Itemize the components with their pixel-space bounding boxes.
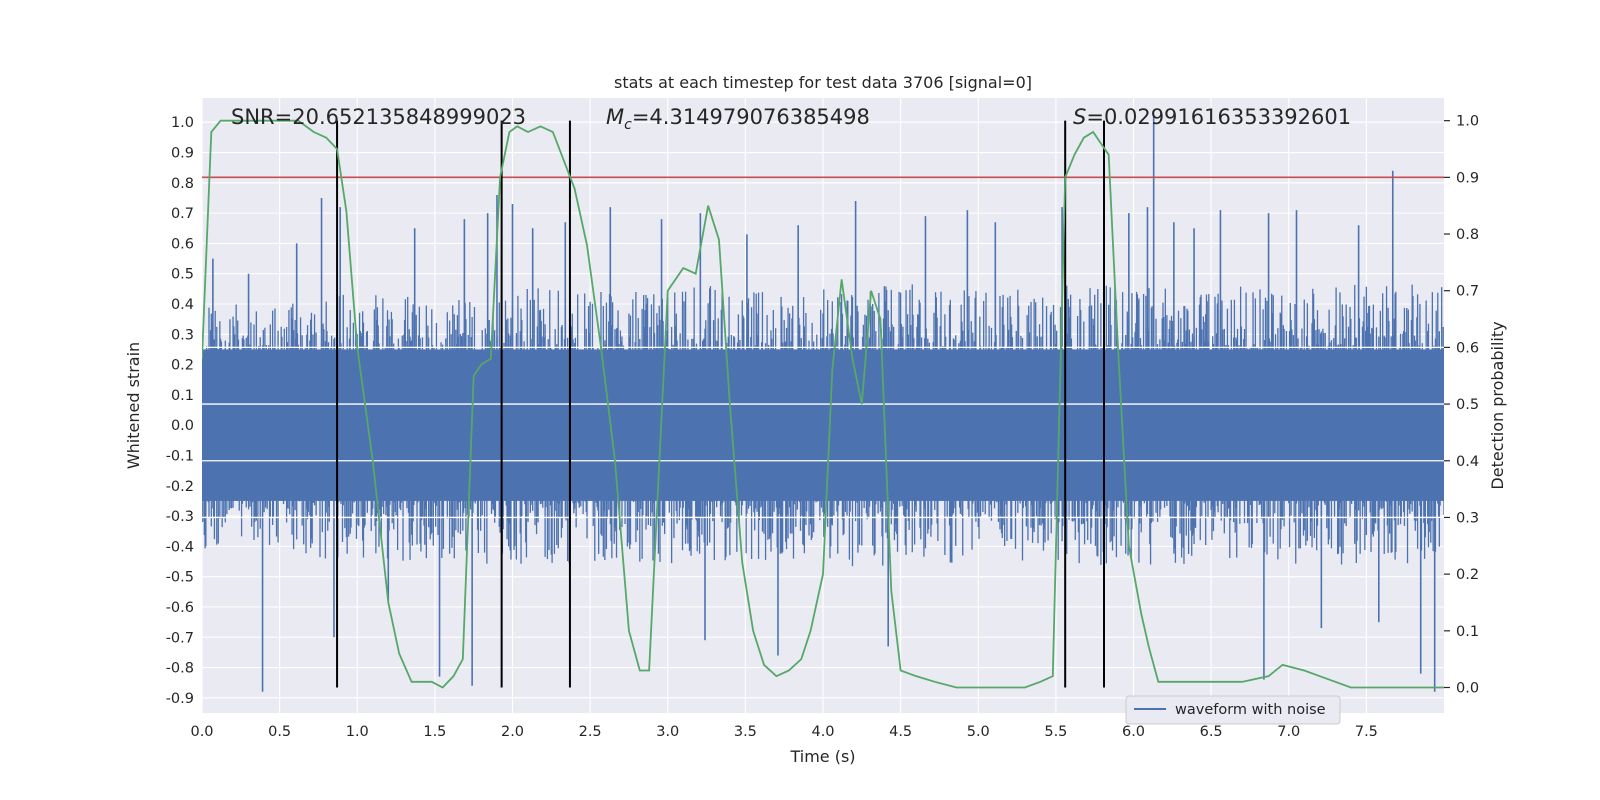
x-tick-label: 3.5 <box>734 724 757 740</box>
y-tick-label: 0.6 <box>171 236 194 252</box>
y2-tick-label: 1.0 <box>1456 114 1479 130</box>
vertical-markers <box>336 120 1106 688</box>
s-value: =0.02991616353392601 <box>1086 105 1351 129</box>
x-tick-label: 4.0 <box>811 724 834 740</box>
x-tick-label: 0.0 <box>190 724 213 740</box>
mc-value: =4.314979076385498 <box>632 105 870 129</box>
x-tick-label: 1.0 <box>346 724 369 740</box>
y-tick-label: 0.2 <box>171 358 194 374</box>
y-tick-label: -0.5 <box>166 570 194 586</box>
s-symbol: S <box>1073 105 1086 129</box>
y-tick-label: 0.1 <box>171 388 194 404</box>
y-tick-label: -0.2 <box>166 479 194 495</box>
chirp-mass-annotation: Mc=4.314979076385498 <box>606 105 870 133</box>
y-tick-label: -0.7 <box>166 630 194 646</box>
y-tick-label: -0.9 <box>166 691 194 707</box>
y2-tick-label: 0.2 <box>1456 567 1479 583</box>
y2-tick-label: 0.9 <box>1456 170 1479 186</box>
y-tick-label: -0.4 <box>166 539 194 555</box>
y-tick-label: -0.3 <box>166 509 194 525</box>
snr-annotation: SNR=20.652135848999023 <box>231 105 526 129</box>
y-tick-label: 0.0 <box>171 418 194 434</box>
mc-symbol: M <box>606 105 624 129</box>
waveform-core-band <box>202 349 1444 501</box>
y2-tick-label: 0.4 <box>1456 454 1479 470</box>
chart-title: stats at each timestep for test data 370… <box>614 73 1032 92</box>
x-tick-label: 1.5 <box>423 724 446 740</box>
x-tick-label: 0.5 <box>268 724 291 740</box>
detection-probability-line <box>202 119 1444 689</box>
y-tick-label: 0.8 <box>171 176 194 192</box>
y-tick-label: 0.5 <box>171 267 194 283</box>
x-tick-label: 2.0 <box>501 724 524 740</box>
legend-label: waveform with noise <box>1175 702 1326 718</box>
y-axis-label: Whitened strain <box>124 342 143 469</box>
y-tick-label: 0.7 <box>171 206 194 222</box>
y-tick-label: -0.6 <box>166 600 194 616</box>
y2-tick-label: 0.6 <box>1456 340 1479 356</box>
y2-tick-label: 0.5 <box>1456 397 1479 413</box>
y2-tick-label: 0.3 <box>1456 510 1479 526</box>
y2-tick-label: 0.1 <box>1456 624 1479 640</box>
y2-tick-label: 0.7 <box>1456 284 1479 300</box>
x-tick-label: 4.5 <box>889 724 912 740</box>
y-tick-label: 1.0 <box>171 115 194 131</box>
x-tick-label: 6.5 <box>1200 724 1223 740</box>
x-tick-label: 6.0 <box>1122 724 1145 740</box>
y2-tick-label: 0.0 <box>1456 680 1479 696</box>
x-tick-label: 7.0 <box>1277 724 1300 740</box>
y-tick-label: -0.1 <box>166 448 194 464</box>
x-tick-label: 5.5 <box>1044 724 1067 740</box>
waveform-series <box>202 116 1444 692</box>
mc-subscript: c <box>624 117 632 133</box>
y-tick-label: -0.8 <box>166 661 194 677</box>
x-axis-label: Time (s) <box>789 747 855 766</box>
axis-ticks: 0.0 0.5 1.0 1.5 2.0 2.5 3.0 3.5 4.0 4.5 5.0 5.5 6.0 6… <box>166 114 1479 740</box>
y2-tick-label: 0.8 <box>1456 227 1479 243</box>
y-tick-label: 0.9 <box>171 146 194 162</box>
x-tick-label: 5.0 <box>967 724 990 740</box>
x-tick-label: 2.5 <box>579 724 602 740</box>
s-annotation: S=0.02991616353392601 <box>1073 105 1351 129</box>
probability-series <box>202 119 1444 689</box>
x-tick-label: 3.0 <box>656 724 679 740</box>
y-tick-label: 0.4 <box>171 297 194 313</box>
legend: waveform with noise <box>1125 695 1341 725</box>
y-tick-label: 0.3 <box>171 327 194 343</box>
legend-box <box>1125 695 1341 725</box>
x-tick-label: 7.5 <box>1355 724 1378 740</box>
y2-axis-label: Detection probability <box>1488 321 1507 489</box>
